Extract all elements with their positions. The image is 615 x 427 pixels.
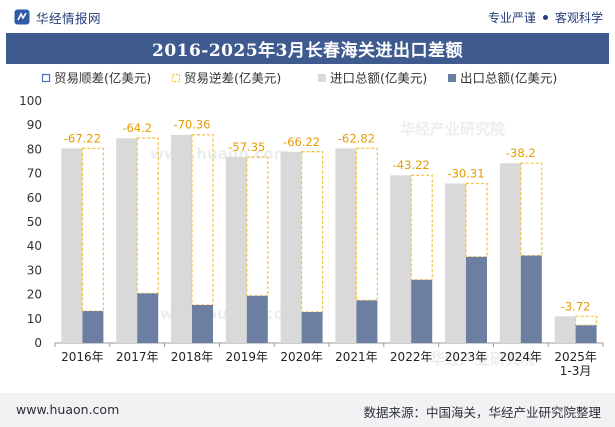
top-bar: 华经情报网 专业严谨 客观科学 xyxy=(0,0,615,33)
x-tick-label: 2018年 xyxy=(171,350,214,364)
deficit-bar xyxy=(410,174,433,281)
import-bar xyxy=(335,148,357,343)
x-tick-label: 2023年 xyxy=(445,350,488,364)
deficit-data-label: -43.22 xyxy=(393,158,430,172)
import-bar xyxy=(171,134,192,343)
deficit-bar xyxy=(246,156,269,297)
brand[interactable]: 华经情报网 xyxy=(14,8,101,26)
deficit-data-label: -38.2 xyxy=(506,146,536,160)
chart-plot: 华经产业研究院www.huaon.com华经产业研究院www.huaon.com… xyxy=(19,71,604,378)
x-tick-label: 2021年 xyxy=(335,350,378,364)
deficit-data-label: -66.22 xyxy=(283,135,320,149)
y-tick-label: 60 xyxy=(27,191,42,205)
import-bar xyxy=(280,151,302,343)
deficit-bar xyxy=(355,147,378,302)
legend-swatch xyxy=(171,73,181,83)
bars xyxy=(61,134,598,343)
export-bar xyxy=(520,255,542,343)
import-bar xyxy=(499,163,521,343)
legend-swatch xyxy=(318,74,326,82)
import-bar xyxy=(554,316,576,343)
x-tick-label: 2017年 xyxy=(116,350,159,364)
export-bar xyxy=(301,312,323,343)
deficit-bar xyxy=(520,162,543,257)
legend-label: 出口总额(亿美元) xyxy=(460,71,557,86)
x-tick-label: 2019年 xyxy=(226,350,269,364)
brand-logo-icon xyxy=(14,9,30,25)
footer-site-link[interactable]: www.huaon.com xyxy=(16,402,120,417)
legend-label: 进口总额(亿美元) xyxy=(330,71,427,86)
y-tick-label: 70 xyxy=(27,167,42,181)
chart-title: 2016-2025年3月长春海关进出口差额 xyxy=(6,33,609,64)
separator-dot-icon xyxy=(542,15,548,20)
y-tick-label: 10 xyxy=(27,312,42,326)
brand-name: 华经情报网 xyxy=(36,10,102,26)
deficit-data-label: -64.2 xyxy=(122,121,152,135)
x-tick-label: 2025年 1-3月 xyxy=(554,350,597,378)
x-tick-label: 2016年 xyxy=(61,350,104,364)
x-tick-label: 2020年 xyxy=(280,350,323,364)
deficit-data-label: -67.22 xyxy=(64,131,101,145)
deficit-bar xyxy=(574,315,598,326)
deficit-data-label: -30.31 xyxy=(447,166,484,180)
export-bar xyxy=(246,295,268,343)
y-tick-label: 0 xyxy=(34,336,42,350)
tagline-left: 专业严谨 xyxy=(487,11,536,25)
watermark: 华经产业研究院 xyxy=(400,120,505,138)
export-bar xyxy=(192,305,213,343)
export-bar xyxy=(466,256,487,343)
import-bar xyxy=(61,148,83,343)
deficit-bar xyxy=(81,147,105,312)
y-tick-label: 30 xyxy=(27,263,42,277)
legend-swatch xyxy=(41,73,51,83)
y-tick-label: 80 xyxy=(27,142,42,156)
axes: 0 10 20 30 40 50 60 70 80 90 100 2016年 2017年 2018年 201… xyxy=(19,94,604,378)
deficit-data-label: -70.36 xyxy=(173,118,210,132)
deficit-data-label: -57.35 xyxy=(228,140,265,154)
deficit-data-label: -3.72 xyxy=(561,299,591,313)
x-tick-label: 2024年 xyxy=(500,350,543,364)
export-bar xyxy=(137,293,159,343)
legend-swatch xyxy=(448,74,456,82)
y-tick-label: 50 xyxy=(27,215,42,229)
export-bar xyxy=(411,279,433,343)
import-bar xyxy=(116,138,138,343)
import-bar xyxy=(225,156,247,343)
footer: www.huaon.com 数据来源：中国海关，华经产业研究院整理 xyxy=(0,393,615,427)
import-bar xyxy=(445,183,466,343)
export-bar xyxy=(575,325,597,343)
y-tick-label: 90 xyxy=(27,118,42,132)
watermark: 华经产业研究院 xyxy=(430,350,535,368)
deficit-data-label: -62.82 xyxy=(338,131,375,145)
legend-label: 贸易顺差(亿美元) xyxy=(54,71,151,86)
y-tick-label: 100 xyxy=(19,94,42,108)
deficit-bar xyxy=(191,134,214,306)
y-tick-label: 40 xyxy=(27,239,42,253)
export-bar xyxy=(82,311,104,343)
watermark: www.huaon.com xyxy=(150,145,289,163)
footer-source: 数据来源：中国海关，华经产业研究院整理 xyxy=(363,405,601,420)
deficit-bar xyxy=(465,182,488,258)
export-bar xyxy=(356,300,378,343)
deficit-bar xyxy=(301,151,324,313)
x-tick-label: 2022年 xyxy=(390,350,433,364)
tagline-right: 客观科学 xyxy=(554,11,603,25)
y-tick-label: 20 xyxy=(27,288,42,302)
tagline: 专业严谨 客观科学 xyxy=(488,9,603,26)
legend: 贸易顺差(亿美元) 贸易逆差(亿美元) 进口总额(亿美元) 出口总额(亿美元) xyxy=(41,71,557,86)
legend-label: 贸易逆差(亿美元) xyxy=(184,71,281,86)
import-bar xyxy=(390,175,412,343)
data-labels: -67.22 -64.2 -70.36 -57.35 -66.22 -62.82 -43.2… xyxy=(64,118,591,314)
